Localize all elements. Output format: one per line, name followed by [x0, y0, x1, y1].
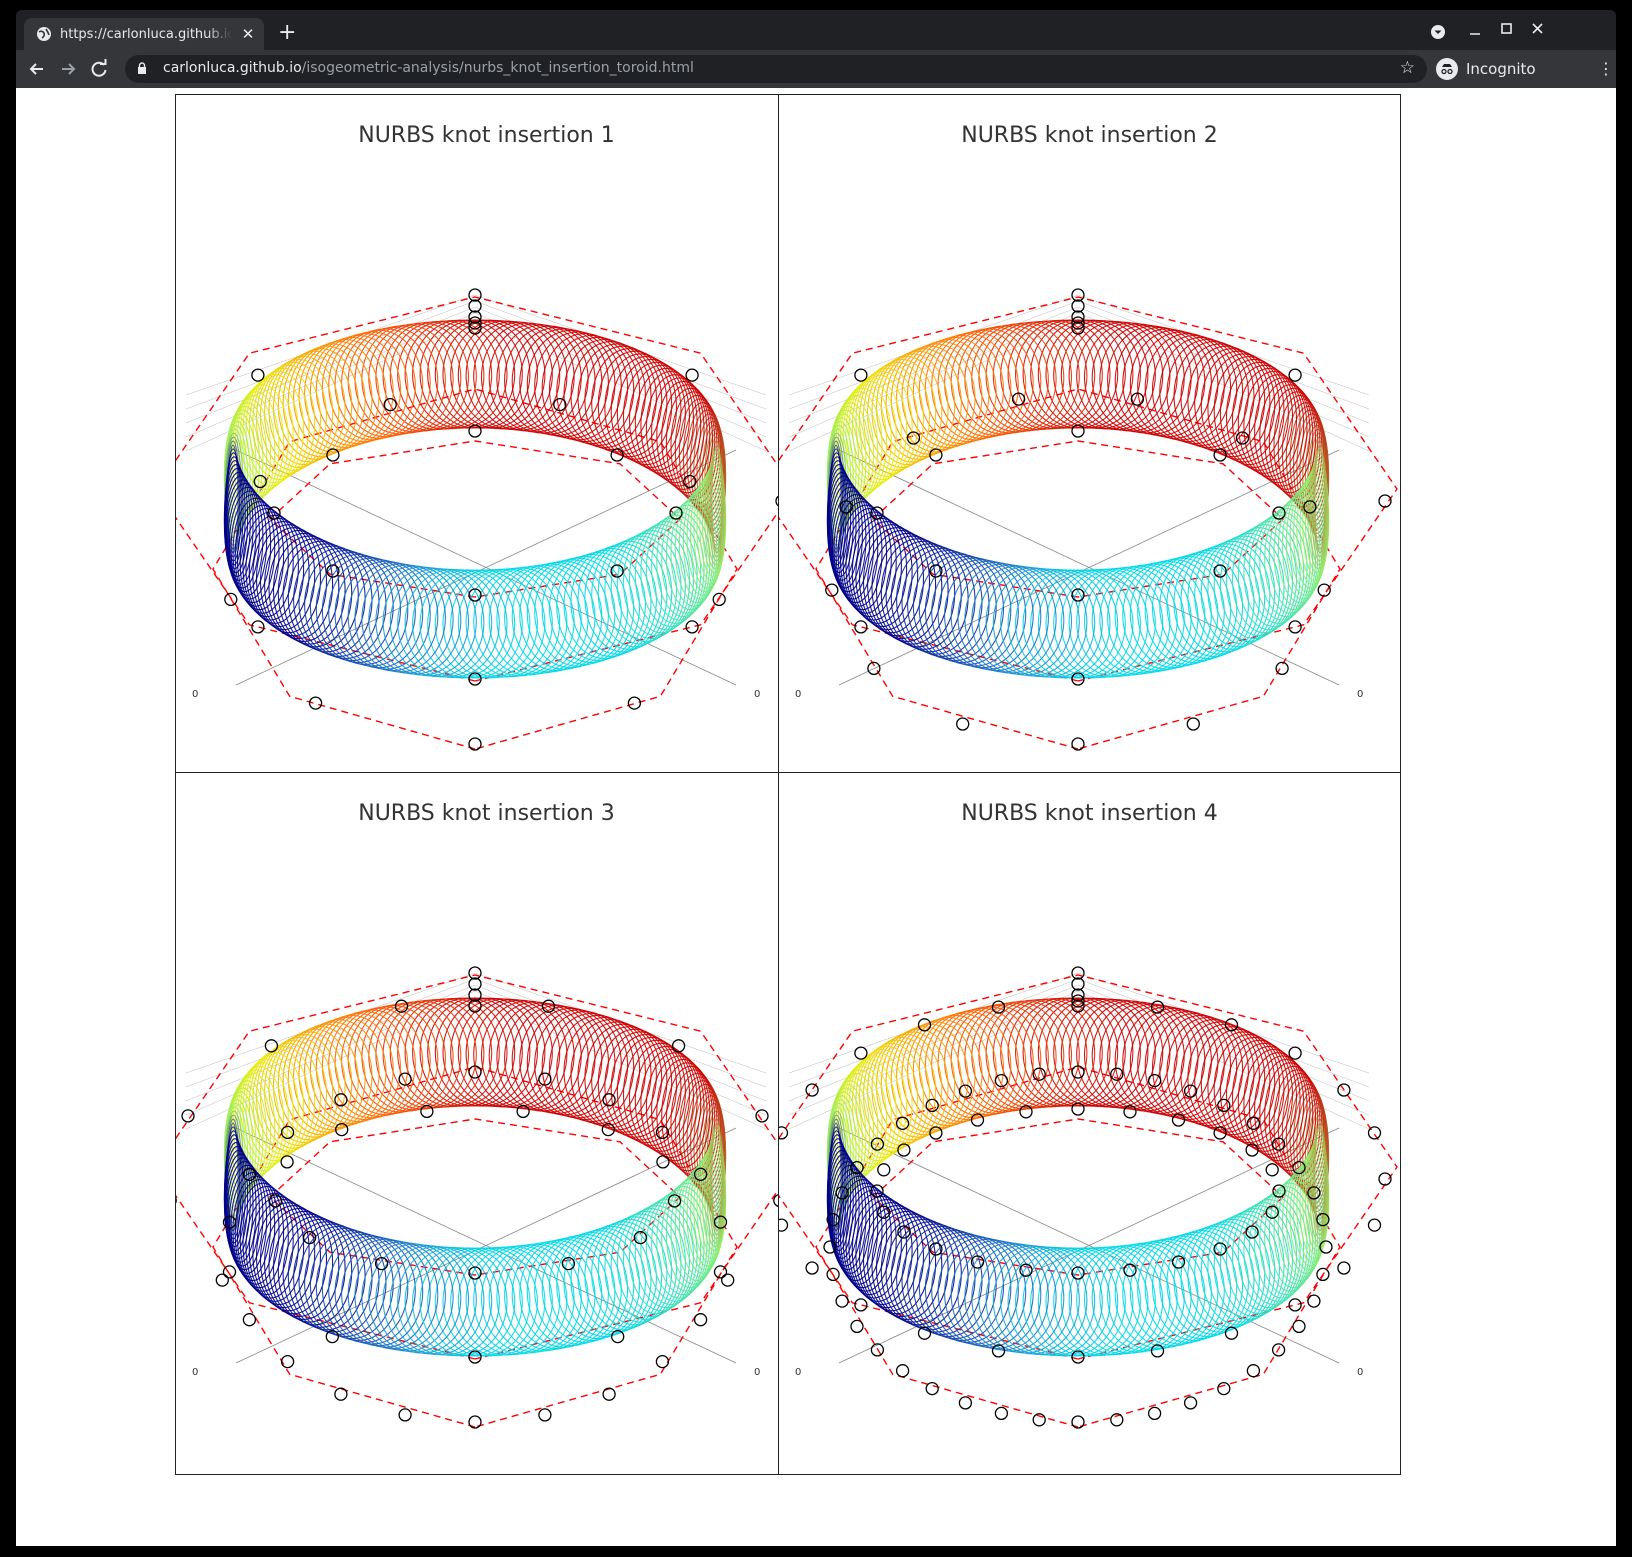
axis-label-right: 0: [1357, 1367, 1363, 1378]
panel-title: NURBS knot insertion 1: [358, 123, 615, 148]
back-arrow-icon[interactable]: [24, 56, 50, 82]
control-points: [224, 288, 789, 751]
browser-tab[interactable]: https://carlonluca.github.io/isogeometri…: [24, 18, 264, 50]
lock-icon: [138, 62, 146, 74]
close-icon[interactable]: ✕: [241, 25, 255, 43]
torus-surface-front: [223, 444, 727, 679]
axis-label-right: 0: [754, 1367, 760, 1378]
torus-surface-front: [223, 1122, 727, 1357]
maximize-icon[interactable]: [1500, 22, 1514, 36]
incognito-profile[interactable]: Incognito: [1436, 56, 1536, 82]
panel-title: NURBS knot insertion 3: [358, 801, 615, 826]
axis-label-left: 0: [795, 1367, 801, 1378]
url-path: /isogeometric-analysis/nurbs_knot_insert…: [301, 60, 694, 76]
star-icon[interactable]: ☆: [1399, 58, 1415, 78]
tab-search-icon[interactable]: [1430, 24, 1446, 40]
control-points: [176, 966, 787, 1429]
kebab-menu-icon[interactable]: ⋮: [1598, 59, 1614, 78]
incognito-label: Incognito: [1466, 60, 1536, 78]
panel-title: NURBS knot insertion 2: [961, 123, 1218, 148]
torus-surface-back: [826, 319, 1330, 554]
reload-icon[interactable]: [86, 56, 112, 82]
axis-label-left: 0: [192, 1367, 198, 1378]
tab-title: https://carlonluca.github.io/isogeometri…: [60, 26, 232, 42]
axis-label-left: 0: [192, 689, 198, 700]
plus-icon[interactable]: +: [278, 20, 297, 45]
forward-arrow-icon[interactable]: [55, 56, 81, 82]
browser-window: https://carlonluca.github.io/isogeometri…: [16, 10, 1616, 1546]
globe-icon: [37, 27, 51, 41]
url-host: carlonluca.github.io: [163, 60, 302, 76]
browser-toolbar: carlonluca.github.io/isogeometric-analys…: [16, 50, 1616, 88]
panel-title: NURBS knot insertion 4: [961, 801, 1218, 826]
url-text: carlonluca.github.io/isogeometric-analys…: [163, 60, 694, 76]
torus-surface-front: [826, 444, 1330, 679]
torus-surface-front: [826, 1122, 1330, 1357]
torus-surface-back: [223, 997, 727, 1232]
address-bar[interactable]: carlonluca.github.io/isogeometric-analys…: [125, 55, 1427, 83]
axis-label-right: 0: [754, 689, 760, 700]
incognito-icon: [1436, 58, 1458, 80]
axis-label-right: 0: [1357, 689, 1363, 700]
control-points: [779, 966, 1392, 1429]
control-points: [825, 288, 1392, 751]
minimize-icon[interactable]: [1468, 24, 1482, 38]
tab-strip: https://carlonluca.github.io/isogeometri…: [16, 10, 1616, 50]
axis-label-left: 0: [795, 689, 801, 700]
window-close-icon[interactable]: [1531, 22, 1545, 36]
